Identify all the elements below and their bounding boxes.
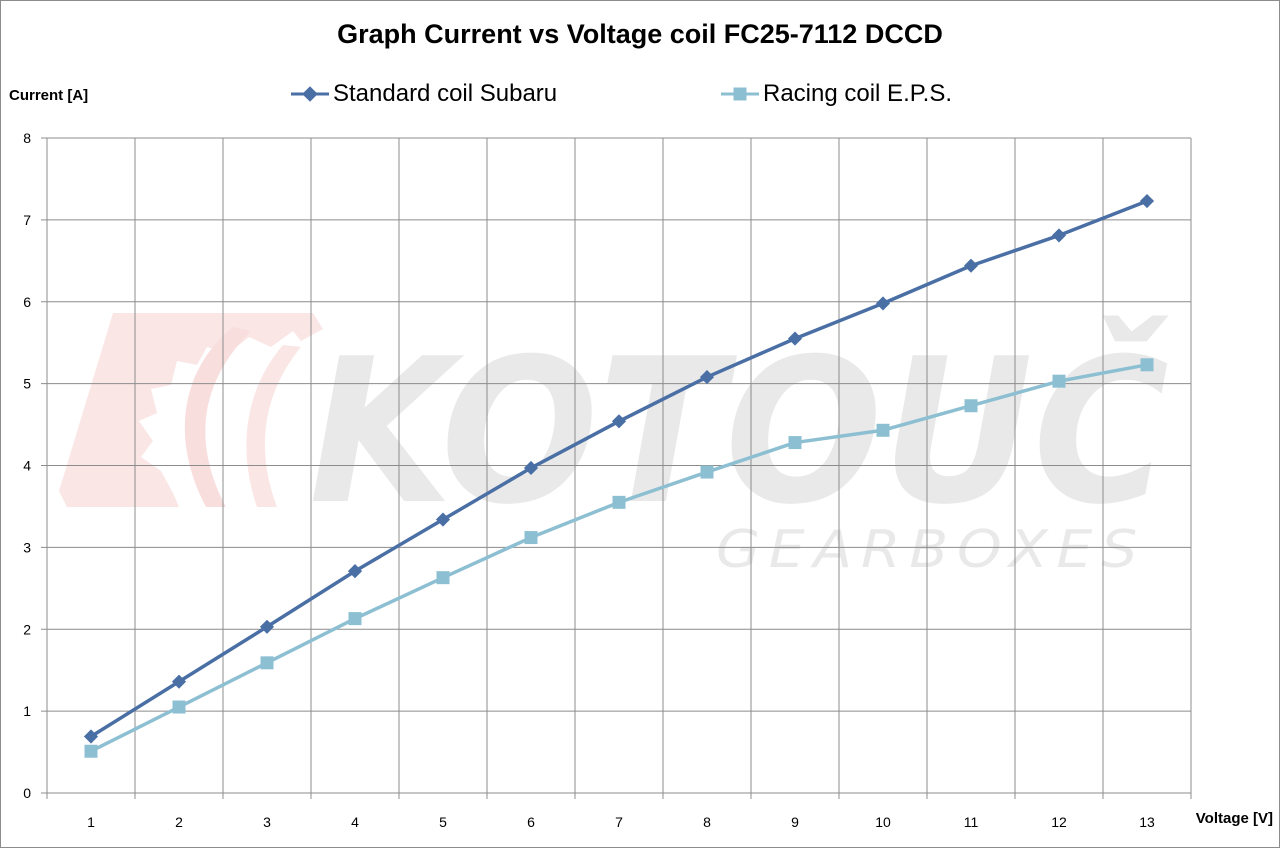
watermark-logo-mark [59, 313, 323, 507]
series-layer [83, 193, 1155, 758]
y-tick-label: 2 [23, 621, 31, 637]
data-point-square [1140, 358, 1154, 372]
y-tick-label: 4 [23, 458, 31, 474]
data-point-square [348, 612, 362, 626]
data-point-diamond [1139, 193, 1155, 209]
x-tick-label: 6 [527, 814, 535, 830]
x-tick-label: 9 [791, 814, 799, 830]
x-tick-label: 7 [615, 814, 623, 830]
legend-marker-square-icon [721, 87, 759, 101]
y-tick-label: 1 [23, 703, 31, 719]
chart-title: Graph Current vs Voltage coil FC25-7112 … [337, 19, 943, 49]
data-point-diamond [523, 460, 539, 476]
y-tick-label: 7 [23, 212, 31, 228]
x-tick-label: 13 [1139, 814, 1155, 830]
y-tick-label: 8 [23, 130, 31, 146]
data-point-square [612, 495, 626, 509]
data-point-diamond [347, 564, 363, 579]
x-axis-label: Voltage [V] [1195, 810, 1273, 827]
watermark: KOTOUČ GEARBOXES [59, 313, 1169, 580]
data-point-diamond [611, 414, 627, 429]
x-tick-label: 3 [263, 814, 271, 830]
grid [47, 137, 1192, 793]
data-point-square [876, 423, 890, 437]
legend-label-racing-coil: Racing coil E.P.S. [763, 80, 952, 107]
watermark-logo-swoosh-2 [246, 345, 301, 507]
data-point-diamond [83, 729, 99, 744]
x-tick-label: 4 [351, 814, 359, 830]
data-point-diamond [875, 296, 891, 311]
y-axis-label: Current [A] [9, 87, 89, 104]
data-point-square [964, 399, 978, 413]
data-point-diamond [1051, 228, 1067, 243]
watermark-tagline-text: GEARBOXES [716, 520, 1146, 580]
data-point-diamond [259, 619, 275, 634]
data-point-square [260, 656, 274, 670]
y-tick-label: 0 [23, 785, 31, 801]
x-tick-label: 11 [964, 814, 979, 830]
legend-entry-racing-coil: Racing coil E.P.S. [721, 79, 952, 109]
legend-marker-diamond-icon [291, 86, 329, 102]
data-point-diamond [699, 370, 715, 385]
data-point-square [700, 465, 714, 479]
y-tick-label: 3 [23, 539, 31, 555]
x-tick-label: 12 [1051, 814, 1067, 830]
watermark-brand-text: KOTOUČ [309, 316, 1169, 549]
y-tick-label: 5 [23, 376, 31, 392]
data-point-square [788, 436, 802, 450]
data-point-diamond [963, 258, 979, 273]
legend-label-standard-coil: Standard coil Subaru [333, 80, 558, 107]
x-tick-label: 2 [175, 814, 183, 830]
data-point-diamond [787, 331, 803, 346]
x-tick-label: 5 [439, 814, 447, 830]
x-tick-label: 10 [875, 814, 891, 830]
legend-entry-standard-coil: Standard coil Subaru [291, 79, 557, 109]
data-point-square [172, 700, 186, 714]
data-point-diamond [435, 512, 451, 527]
data-point-diamond [171, 674, 187, 689]
data-point-square [1052, 374, 1066, 388]
x-tick-label: 1 [87, 814, 95, 830]
data-point-square [524, 531, 538, 545]
data-point-square [436, 571, 450, 585]
y-tick-label: 6 [23, 294, 31, 310]
watermark-logo-swoosh [184, 327, 251, 507]
data-point-square [84, 744, 98, 758]
x-tick-label: 8 [703, 814, 711, 830]
